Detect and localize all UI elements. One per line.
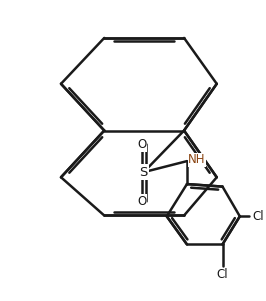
- Text: S: S: [139, 166, 148, 179]
- Text: O: O: [137, 194, 146, 208]
- Text: Cl: Cl: [217, 268, 228, 281]
- Text: O: O: [137, 138, 146, 150]
- Text: NH: NH: [188, 153, 206, 166]
- Text: Cl: Cl: [252, 210, 264, 223]
